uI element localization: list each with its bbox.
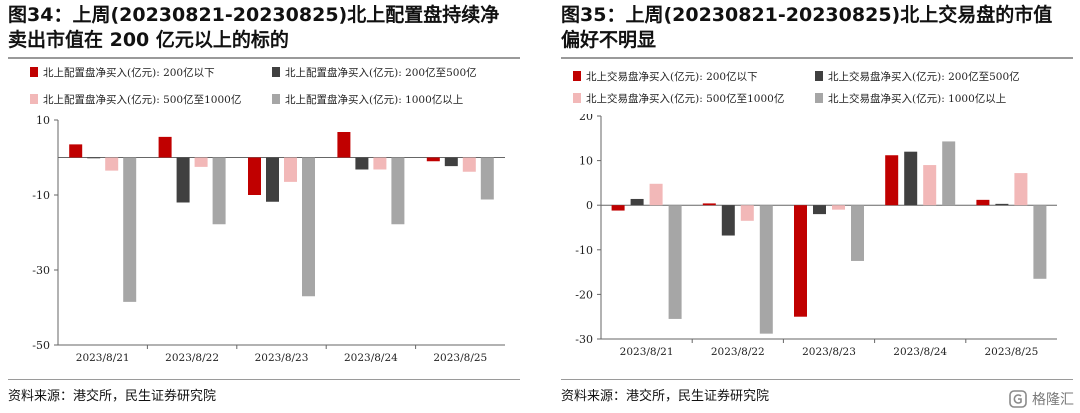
chart-title: 图35：上周(20230821-20230825)北上交易盘的市值偏好不明显 (561, 4, 1053, 51)
legend-label: 北上交易盘净买入(亿元): 1000亿以上 (828, 93, 1007, 105)
legend-label: 北上配置盘净买入(亿元): 500亿至1000亿 (43, 94, 242, 106)
bar (885, 155, 899, 206)
bar (630, 198, 644, 206)
source-note: 资料来源：港交所，民生证券研究院 (8, 389, 217, 404)
legend-entry: 北上配置盘净买入(亿元): 200亿至500亿 (272, 66, 477, 80)
y-tick-label: -10 (32, 189, 50, 202)
legend-swatch (30, 67, 38, 77)
bar (702, 203, 716, 206)
x-tick-label: 2023/8/22 (165, 352, 219, 364)
legend-entry: 北上交易盘净买入(亿元): 1000亿以上 (815, 92, 1006, 106)
bar (923, 165, 937, 206)
bar (668, 205, 682, 319)
y-tick-label: 10 (579, 155, 593, 168)
chart-panel-right: 图35：上周(20230821-20230825)北上交易盘的市值偏好不明显 北… (553, 0, 1080, 413)
legend-entry: 北上配置盘净买入(亿元): 500亿至1000亿 (30, 93, 241, 107)
bar-chart-left: 10 -10 -30 -50 2023/8/21 2023/8/22 2023/8/23 20… (32, 114, 505, 364)
legend-swatch (30, 94, 38, 104)
bar (649, 183, 663, 206)
y-tick-label: 20 (579, 114, 593, 123)
legend-label: 北上配置盘净买入(亿元): 1000亿以上 (285, 94, 464, 106)
legend-swatch (573, 71, 581, 81)
bar (158, 136, 172, 158)
y-tick-label: -30 (32, 264, 50, 277)
source-note: 资料来源：港交所，民生证券研究院 (561, 389, 770, 404)
title-divider (8, 57, 520, 59)
y-tick-label: -20 (575, 288, 593, 301)
x-tick-label: 2023/8/21 (76, 352, 130, 364)
bar (248, 157, 261, 195)
gelonghui-logo-icon (1009, 390, 1027, 408)
x-tick-label: 2023/8/23 (255, 352, 309, 364)
bar (391, 157, 405, 225)
chart-panel-left: 图34：上周(20230821-20230825)北上配置盘持续净卖出市值在 2… (0, 0, 527, 413)
legend-swatch (272, 67, 280, 77)
legend-label: 北上交易盘净买入(亿元): 200亿至500亿 (828, 71, 1020, 83)
watermark-text: 格隆汇 (1032, 392, 1074, 408)
bar (942, 141, 956, 206)
bar (794, 205, 807, 317)
bar (904, 151, 918, 206)
bar (302, 157, 315, 297)
x-tick-label: 2023/8/25 (984, 346, 1038, 358)
watermark: 格隆汇 (1008, 389, 1074, 409)
bar (355, 157, 369, 170)
bar (611, 205, 625, 211)
bar (426, 157, 440, 162)
source-divider (8, 379, 520, 380)
y-tick-label: 0 (586, 199, 593, 212)
y-tick-label: -30 (575, 333, 593, 346)
legend-entry: 北上配置盘净买入(亿元): 200亿以下 (30, 66, 215, 80)
bar (462, 157, 476, 172)
bar (373, 157, 387, 170)
bar (337, 132, 351, 158)
legend-label: 北上配置盘净买入(亿元): 200亿以下 (43, 67, 215, 79)
x-tick-label: 2023/8/24 (893, 346, 947, 358)
legend-entry: 北上配置盘净买入(亿元): 1000亿以上 (272, 93, 463, 107)
x-tick-label: 2023/8/24 (344, 352, 398, 364)
x-tick-label: 2023/8/22 (711, 346, 765, 358)
bar (176, 157, 190, 203)
y-tick-label: 10 (36, 114, 50, 127)
bar (69, 144, 83, 158)
legend-entry: 北上交易盘净买入(亿元): 200亿以下 (573, 70, 758, 84)
legend-label: 北上交易盘净买入(亿元): 500亿至1000亿 (586, 93, 785, 105)
bar (721, 205, 735, 236)
chart-title: 图34：上周(20230821-20230825)北上配置盘持续净卖出市值在 2… (8, 4, 500, 51)
bar (212, 157, 226, 225)
x-tick-label: 2023/8/23 (802, 346, 856, 358)
x-tick-label: 2023/8/25 (433, 352, 487, 364)
bar (995, 203, 1009, 206)
source-divider (561, 379, 1073, 380)
bar (740, 205, 754, 221)
bar (832, 205, 845, 210)
bar (813, 205, 826, 215)
y-tick-label: -50 (32, 339, 50, 352)
legend-swatch (272, 94, 280, 104)
legend-entry: 北上交易盘净买入(亿元): 500亿至1000亿 (573, 92, 784, 106)
bar (123, 157, 137, 302)
bar (194, 157, 208, 167)
bar (976, 199, 990, 206)
bar (1033, 205, 1047, 279)
bar (444, 157, 458, 167)
bar (105, 157, 119, 171)
y-tick-label: -10 (575, 244, 593, 257)
legend-label: 北上配置盘净买入(亿元): 200亿至500亿 (285, 67, 477, 79)
bar-chart-right: 20 10 0 -10 -20 -30 2023/8/21 2023/8/22 2023/8/2… (575, 114, 1057, 358)
legend-entry: 北上交易盘净买入(亿元): 200亿至500亿 (815, 70, 1020, 84)
legend-swatch (815, 71, 823, 81)
bar (87, 157, 101, 159)
bar (1014, 173, 1028, 206)
legend-label: 北上交易盘净买入(亿元): 200亿以下 (586, 71, 758, 83)
bar (284, 157, 297, 182)
bar (480, 157, 494, 200)
bar (266, 157, 279, 202)
bar (851, 205, 864, 261)
x-tick-label: 2023/8/21 (620, 346, 674, 358)
legend-swatch (573, 93, 581, 103)
legend-swatch (815, 93, 823, 103)
title-divider (561, 57, 1073, 59)
bar (759, 205, 773, 334)
